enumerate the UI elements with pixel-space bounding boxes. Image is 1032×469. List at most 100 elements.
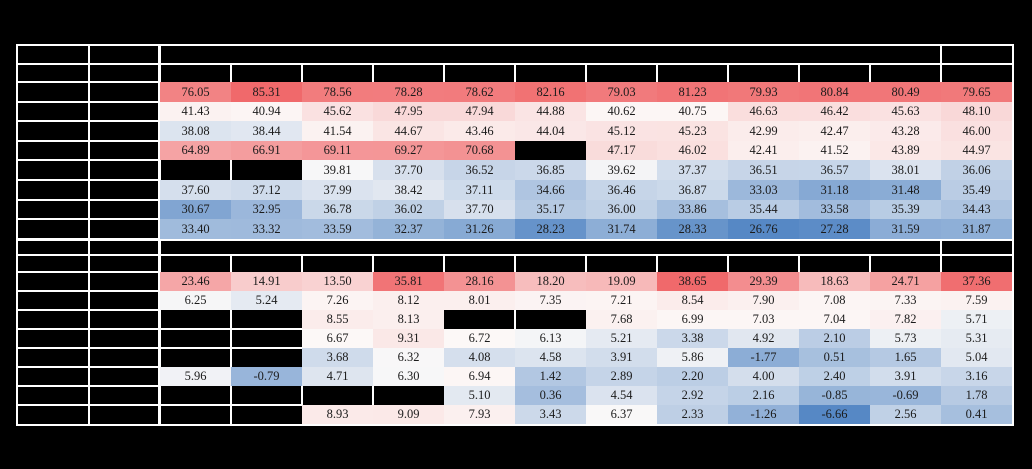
- heatmap-cell: 4.54: [586, 386, 657, 406]
- heatmap-cell: 5.04: [941, 347, 1012, 367]
- row-label-header-cell: [89, 238, 160, 256]
- heatmap-cell: 7.21: [586, 290, 657, 310]
- column-header-cell: [728, 255, 799, 272]
- group-header-cell: [160, 238, 941, 256]
- missing-value-cell: [515, 140, 586, 161]
- heatmap-cell: 42.47: [799, 121, 870, 141]
- heatmap-cell: 31.48: [870, 179, 941, 200]
- column-header-cell: [799, 64, 870, 82]
- heatmap-cell: 2.20: [657, 366, 728, 387]
- row-label-cell: [89, 405, 160, 425]
- heatmap-cell: 41.52: [799, 140, 870, 161]
- missing-value-cell: [231, 160, 302, 180]
- heatmap-cell: 6.25: [160, 290, 231, 310]
- heatmap-cell: 38.08: [160, 121, 231, 141]
- heatmap-cell: 39.81: [302, 160, 373, 180]
- heatmap-cell: 0.41: [941, 405, 1012, 425]
- heatmap-cell: 36.00: [586, 199, 657, 220]
- heatmap-cell: 7.35: [515, 290, 586, 310]
- heatmap-cell: 4.92: [728, 328, 799, 348]
- heatmap-cell: 45.62: [302, 101, 373, 122]
- column-header-cell: [586, 64, 657, 82]
- heatmap-cell: 47.94: [444, 101, 515, 122]
- heatmap-cell: 35.17: [515, 199, 586, 220]
- heatmap-cell: 8.93: [302, 405, 373, 425]
- heatmap-cell: 7.33: [870, 290, 941, 310]
- heatmap-cell: 5.31: [941, 328, 1012, 348]
- row-label-cell: [89, 386, 160, 406]
- heatmap-cell: 69.27: [373, 140, 444, 161]
- row-label-cell: [18, 121, 89, 141]
- heatmap-cell: 37.12: [231, 179, 302, 200]
- heatmap-cell: 8.13: [373, 309, 444, 329]
- row-label-header-cell: [89, 255, 160, 272]
- heatmap-cell: 33.32: [231, 219, 302, 239]
- heatmap-cell: 31.74: [586, 219, 657, 239]
- row-label-cell: [89, 366, 160, 387]
- heatmap-cell: 33.40: [160, 219, 231, 239]
- heatmap-cell: -0.69: [870, 386, 941, 406]
- row-label-cell: [18, 366, 89, 387]
- heatmap-cell: 76.05: [160, 82, 231, 102]
- heatmap-cell: 13.50: [302, 271, 373, 291]
- heatmap-cell: 31.87: [941, 219, 1012, 239]
- heatmap-cell: 4.00: [728, 366, 799, 387]
- heatmap-cell: -1.77: [728, 347, 799, 367]
- heatmap-cell: 35.81: [373, 271, 444, 291]
- row-label-header-cell: [18, 64, 89, 82]
- missing-value-cell: [373, 386, 444, 406]
- heatmap-cell: 3.68: [302, 347, 373, 367]
- heatmap-cell: 78.62: [444, 82, 515, 102]
- column-header-cell: [586, 255, 657, 272]
- heatmap-cell: 8.12: [373, 290, 444, 310]
- row-label-cell: [89, 271, 160, 291]
- column-header-cell: [657, 255, 728, 272]
- heatmap-cell: 40.62: [586, 101, 657, 122]
- heatmap-cell: 7.90: [728, 290, 799, 310]
- heatmap-cell: 33.58: [799, 199, 870, 220]
- heatmap-cell: 35.44: [728, 199, 799, 220]
- heatmap-cell: 45.23: [657, 121, 728, 141]
- row-label-cell: [18, 405, 89, 425]
- row-label-cell: [18, 271, 89, 291]
- heatmap-cell: 7.04: [799, 309, 870, 329]
- row-label-cell: [18, 290, 89, 310]
- heatmap-cell: 46.00: [941, 121, 1012, 141]
- heatmap-cell: 2.40: [799, 366, 870, 387]
- heatmap-cell: 29.39: [728, 271, 799, 291]
- heatmap-cell: 3.38: [657, 328, 728, 348]
- row-label-header-cell: [89, 46, 160, 64]
- heatmap-cell: 85.31: [231, 82, 302, 102]
- heatmap-cell: 3.91: [870, 366, 941, 387]
- column-header-cell: [160, 255, 231, 272]
- row-label-cell: [18, 199, 89, 220]
- row-label-cell: [18, 160, 89, 180]
- heatmap-cell: 6.13: [515, 328, 586, 348]
- heatmap-cell: 79.03: [586, 82, 657, 102]
- heatmap-cell: 66.91: [231, 140, 302, 161]
- heatmap-cell: 33.86: [657, 199, 728, 220]
- heatmap-cell: 45.12: [586, 121, 657, 141]
- heatmap-cell: 31.26: [444, 219, 515, 239]
- heatmap-cell: 32.95: [231, 199, 302, 220]
- heatmap-cell: 18.20: [515, 271, 586, 291]
- heatmap-cell: 37.11: [444, 179, 515, 200]
- heatmap-cell: 31.59: [870, 219, 941, 239]
- row-label-header-cell: [18, 46, 89, 64]
- missing-value-cell: [160, 405, 231, 425]
- heatmap-cell: 7.08: [799, 290, 870, 310]
- heatmap-cell: 40.94: [231, 101, 302, 122]
- row-label-cell: [89, 82, 160, 102]
- heatmap-cell: 44.04: [515, 121, 586, 141]
- heatmap-cell: 42.99: [728, 121, 799, 141]
- heatmap-cell: 4.08: [444, 347, 515, 367]
- heatmap-cell: 37.70: [373, 160, 444, 180]
- heatmap-cell: 37.99: [302, 179, 373, 200]
- row-label-cell: [18, 82, 89, 102]
- heatmap-cell: 36.52: [444, 160, 515, 180]
- heatmap-cell: 36.02: [373, 199, 444, 220]
- heatmap-cell: 46.02: [657, 140, 728, 161]
- heatmap-cell: 35.49: [941, 179, 1012, 200]
- row-label-header-cell: [18, 238, 89, 256]
